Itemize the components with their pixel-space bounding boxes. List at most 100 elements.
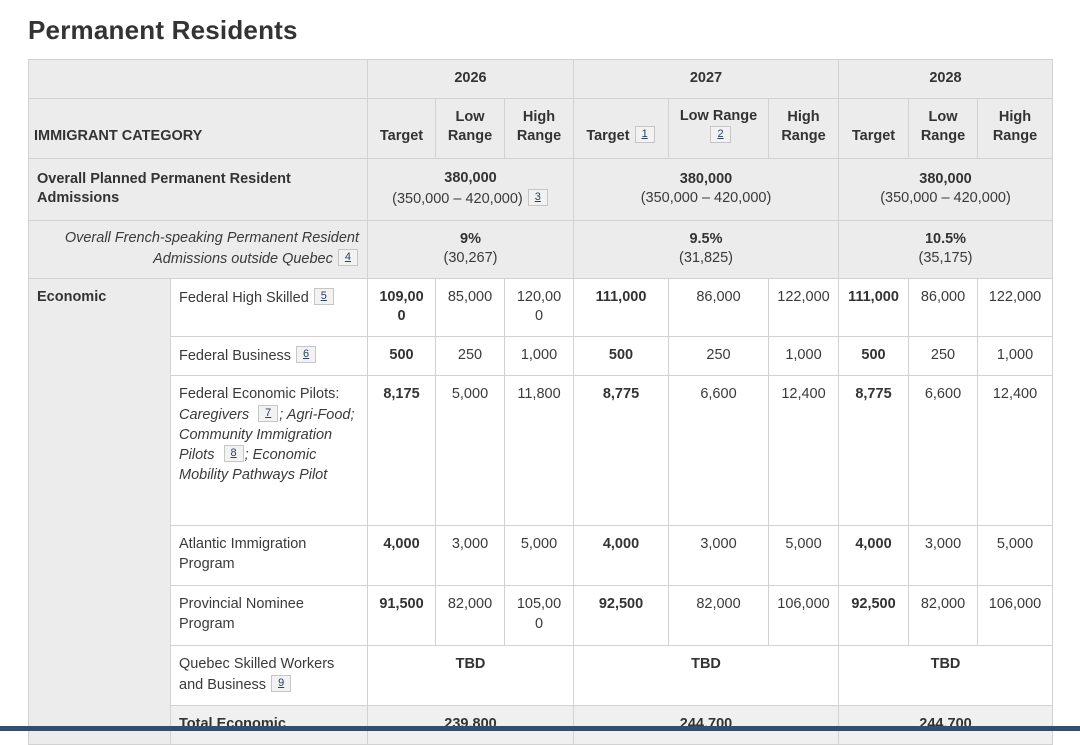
value-cell: 6,600 xyxy=(908,375,978,527)
cell-line: 500 xyxy=(582,346,660,366)
column-header-row: IMMIGRANT CATEGORY Target Low Range High Ra… xyxy=(28,97,1053,159)
text-segment: (31,825) xyxy=(678,250,733,267)
value-cell: 12,400 xyxy=(977,375,1053,527)
value-cell: 250 xyxy=(908,335,978,377)
page-title: Permanent Residents xyxy=(28,15,298,45)
row-federal-high-skilled: Economic Federal High Skilled 5 109,000 85,0… xyxy=(28,277,1053,745)
value-cell: 85,000 xyxy=(435,277,505,337)
text-segment: 9.5% xyxy=(689,230,723,247)
text-segment: 109,000 xyxy=(379,288,424,325)
text-segment: TBD xyxy=(930,656,961,673)
cell-line: 10.5% xyxy=(847,230,1044,250)
cell-line: 106,000 xyxy=(986,595,1044,615)
text-segment: 91,500 xyxy=(379,596,424,613)
residents-table: 2026 2027 2028 IMMIGRANT CATEGORY Target Low … xyxy=(28,59,1053,745)
text-segment: 1,000 xyxy=(785,346,822,363)
text-segment: Quebec Skilled Workers and Business xyxy=(179,656,335,693)
row-overall-admissions: Overall Planned Permanent Resident Admis… xyxy=(28,157,1053,221)
value-cell: 1,000 xyxy=(504,335,574,377)
cell-line: TBD xyxy=(376,655,565,675)
cell-line: 122,000 xyxy=(777,288,830,308)
cell-line: 111,000 xyxy=(582,288,660,308)
text-segment: TBD xyxy=(691,656,721,673)
text-segment: 4,000 xyxy=(855,536,892,553)
text-segment: 3,000 xyxy=(924,536,962,553)
text-segment: 500 xyxy=(861,346,886,363)
footnote-ref-9[interactable]: 9 xyxy=(271,674,292,692)
cell-line: Provincial Nominee Program xyxy=(179,595,359,634)
cell-line: 92,500 xyxy=(582,595,660,615)
row-label: Federal Business 6 xyxy=(170,335,368,377)
year-header-2028: 2028 xyxy=(838,59,1053,99)
row-quebec-skilled-workers: Quebec Skilled Workers and Business 9 TBD T… xyxy=(29,645,1053,707)
text-segment: ; Agri-Food; Community Immigration Pilot… xyxy=(179,406,355,464)
text-segment: 250 xyxy=(457,346,483,363)
cell-line: 8,775 xyxy=(847,385,900,405)
cell-line: 380,000 xyxy=(582,170,830,190)
year-header-row: 2026 2027 2028 xyxy=(28,59,1053,99)
row-label: Quebec Skilled Workers and Business 9 xyxy=(170,645,368,707)
text-segment: 105,000 xyxy=(516,596,562,632)
cell-line: 86,000 xyxy=(917,288,969,308)
cell-line: 6,600 xyxy=(917,385,969,405)
cell-line: 82,000 xyxy=(444,595,496,615)
cell-line: 250 xyxy=(444,346,496,366)
value-cell: 8,775 xyxy=(573,375,669,527)
text-segment: 11,800 xyxy=(517,386,561,403)
footnote-ref-7[interactable]: 7 xyxy=(258,404,279,422)
text-segment: TBD xyxy=(455,656,486,673)
text-segment: 85,000 xyxy=(447,288,493,305)
value-cell: 8,775 xyxy=(838,375,909,527)
footnote-ref-4[interactable]: 4 xyxy=(337,248,358,266)
cell-line: 380,000 xyxy=(376,169,565,189)
high-range-2028-header: High Range xyxy=(977,97,1053,159)
footnote-ref-2[interactable]: 2 xyxy=(710,126,731,144)
corner-cell xyxy=(28,59,368,99)
cell-line: Economic xyxy=(37,288,162,308)
value-cell: 111,000 xyxy=(838,277,909,337)
header-label: Target xyxy=(379,128,424,145)
text-segment: 3,000 xyxy=(700,536,737,553)
header-label: Target xyxy=(851,128,896,145)
text-segment: 3,000 xyxy=(451,536,489,553)
row-label: Atlantic Immigration Program xyxy=(170,525,368,587)
value-cell: 11,800 xyxy=(504,375,574,527)
value-cell: 250 xyxy=(668,335,769,377)
low-range-2026-header: Low Range xyxy=(435,97,505,159)
footnote-ref-6[interactable]: 6 xyxy=(296,345,317,363)
text-segment: 500 xyxy=(389,346,414,363)
cell-line: 5,000 xyxy=(513,535,565,555)
text-segment: 380,000 xyxy=(679,170,733,187)
text-segment: Federal Business xyxy=(179,347,292,364)
cell-line: 8,775 xyxy=(582,385,660,405)
cell-line: (30,267) xyxy=(376,249,565,269)
value-2028: TBD xyxy=(838,645,1053,707)
cell-line: Federal High Skilled 5 xyxy=(179,287,359,309)
text-segment: 92,500 xyxy=(851,596,896,613)
footnote-ref-5[interactable]: 5 xyxy=(313,287,334,305)
bottom-edge-bar xyxy=(0,726,1080,731)
cell-line: 380,000 xyxy=(847,170,1044,190)
value-2026: 9% (30,267) xyxy=(367,219,574,279)
cell-line: 86,000 xyxy=(677,288,760,308)
footnote-ref-8[interactable]: 8 xyxy=(223,445,244,463)
value-2026: 380,000 (350,000 – 420,000) 3 xyxy=(367,157,574,221)
footnote-ref-3[interactable]: 3 xyxy=(527,188,548,206)
value-cell: 86,000 xyxy=(668,277,769,337)
cell-line: 9.5% xyxy=(582,230,830,250)
row-label: Provincial Nominee Program xyxy=(170,585,368,647)
value-2027: 380,000 (350,000 – 420,000) xyxy=(573,157,839,221)
text-segment: 380,000 xyxy=(919,170,972,187)
value-2027: TBD xyxy=(573,645,839,707)
cell-line: 111,000 xyxy=(847,288,900,308)
value-2026: TBD xyxy=(367,645,574,707)
row-label: Federal Economic Pilots: Caregivers 7; A… xyxy=(170,375,368,527)
value-cell: 122,000 xyxy=(977,277,1053,337)
cell-line: Federal Economic Pilots: Caregivers 7; A… xyxy=(179,385,359,485)
cell-line: 4,000 xyxy=(847,535,900,555)
footnote-ref-1[interactable]: 1 xyxy=(634,126,655,144)
text-segment: 9% xyxy=(460,230,481,247)
cell-line: 11,800 xyxy=(513,385,565,405)
row-label: Overall Planned Permanent Resident Admis… xyxy=(28,157,368,221)
text-segment: Caregivers xyxy=(179,406,254,423)
